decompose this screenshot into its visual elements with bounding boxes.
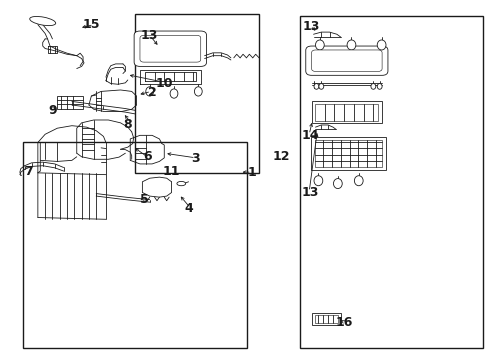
Ellipse shape — [370, 84, 375, 89]
Bar — [135, 14, 259, 173]
Text: 16: 16 — [335, 316, 352, 329]
Bar — [311, 102, 381, 123]
Ellipse shape — [145, 87, 153, 96]
Bar — [57, 96, 82, 109]
FancyBboxPatch shape — [305, 46, 387, 75]
Text: 11: 11 — [163, 165, 180, 177]
Text: 1: 1 — [247, 166, 256, 179]
Ellipse shape — [354, 176, 363, 186]
Text: 7: 7 — [24, 165, 32, 177]
Text: 12: 12 — [272, 150, 289, 163]
Bar — [314, 140, 381, 167]
Bar — [23, 143, 246, 348]
Bar — [314, 315, 337, 323]
Text: 13: 13 — [301, 186, 318, 199]
Text: 8: 8 — [123, 118, 132, 131]
Ellipse shape — [346, 40, 355, 50]
Ellipse shape — [194, 87, 202, 96]
Ellipse shape — [376, 84, 381, 89]
FancyBboxPatch shape — [140, 35, 201, 62]
Text: 2: 2 — [147, 86, 156, 99]
Ellipse shape — [313, 84, 318, 89]
Ellipse shape — [177, 181, 185, 186]
Ellipse shape — [376, 40, 385, 50]
Text: 10: 10 — [155, 77, 173, 90]
Text: 13: 13 — [141, 29, 158, 42]
Bar — [315, 104, 377, 121]
Text: 5: 5 — [140, 193, 149, 206]
Text: 15: 15 — [82, 18, 100, 31]
FancyBboxPatch shape — [134, 31, 206, 66]
Bar — [311, 313, 340, 325]
Bar — [310, 137, 385, 170]
Text: 14: 14 — [301, 129, 318, 142]
FancyBboxPatch shape — [311, 50, 381, 71]
Ellipse shape — [315, 40, 324, 50]
Ellipse shape — [313, 176, 322, 186]
Text: 13: 13 — [302, 20, 320, 33]
Ellipse shape — [30, 17, 56, 26]
Ellipse shape — [333, 179, 342, 189]
Text: 3: 3 — [191, 152, 200, 165]
Ellipse shape — [318, 84, 323, 89]
Text: 6: 6 — [142, 150, 151, 163]
Text: 9: 9 — [48, 104, 57, 117]
Ellipse shape — [170, 89, 178, 98]
Bar — [300, 16, 482, 348]
Text: 4: 4 — [184, 202, 193, 215]
